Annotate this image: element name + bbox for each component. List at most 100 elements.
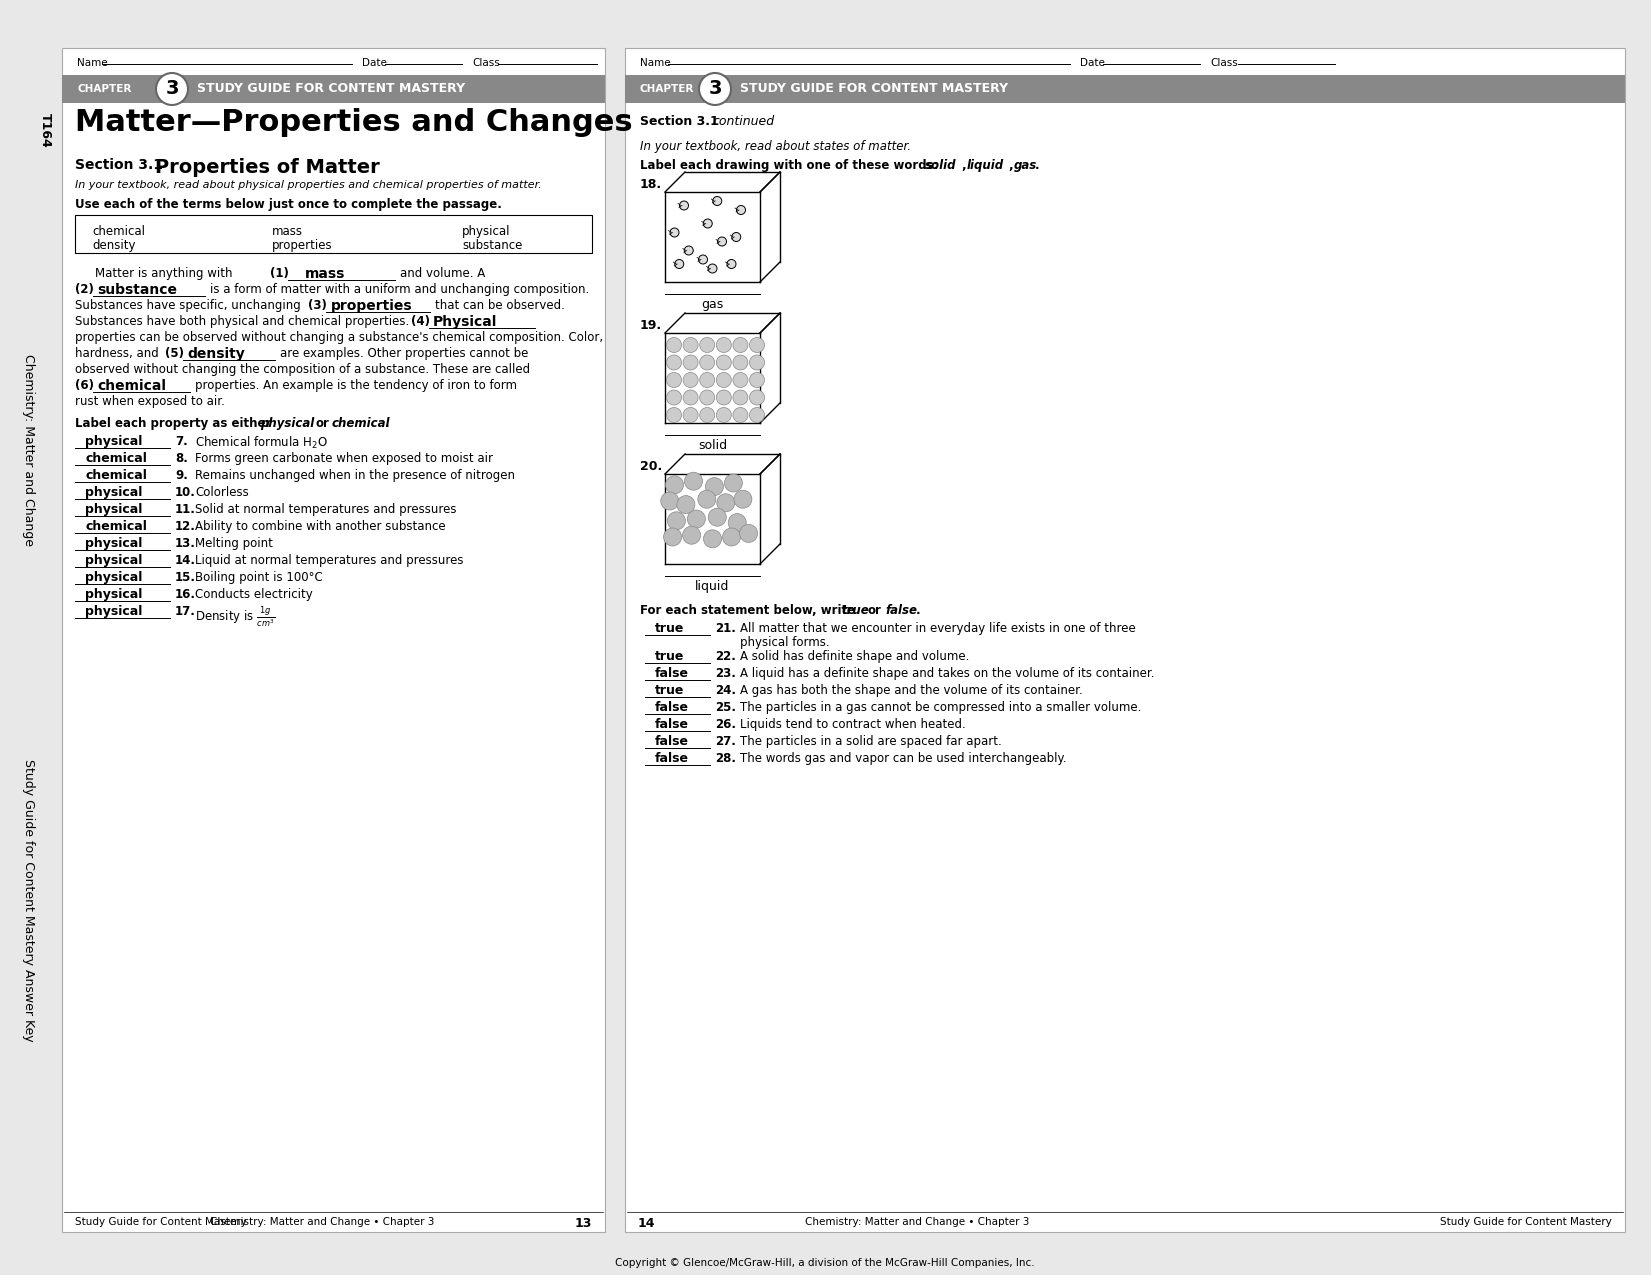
Circle shape <box>740 524 758 542</box>
Circle shape <box>684 372 698 388</box>
Text: 17.: 17. <box>175 606 196 618</box>
Text: solid: solid <box>925 159 956 172</box>
Text: CHAPTER: CHAPTER <box>78 84 132 94</box>
Circle shape <box>750 338 764 352</box>
Text: or: or <box>315 417 329 430</box>
Circle shape <box>684 390 698 405</box>
Circle shape <box>680 201 688 210</box>
Text: gas: gas <box>702 298 723 311</box>
Circle shape <box>703 219 712 228</box>
Circle shape <box>750 390 764 405</box>
Text: (1): (1) <box>271 266 289 280</box>
Bar <box>626 75 1625 103</box>
Text: In your textbook, read about physical properties and chemical properties of matt: In your textbook, read about physical pr… <box>74 180 542 190</box>
Circle shape <box>700 354 715 370</box>
Text: physical: physical <box>259 417 314 430</box>
Circle shape <box>700 372 715 388</box>
Circle shape <box>705 478 723 496</box>
Text: Copyright © Glencoe/McGraw-Hill, a division of the McGraw-Hill Companies, Inc.: Copyright © Glencoe/McGraw-Hill, a divis… <box>616 1258 1035 1269</box>
Text: 25.: 25. <box>715 701 736 714</box>
Text: that can be observed.: that can be observed. <box>434 300 565 312</box>
Text: false: false <box>655 701 688 714</box>
Circle shape <box>726 260 736 269</box>
Text: false: false <box>655 667 688 680</box>
Text: A solid has definite shape and volume.: A solid has definite shape and volume. <box>740 650 969 663</box>
Text: Study Guide for Content Mastery: Study Guide for Content Mastery <box>74 1218 246 1227</box>
Circle shape <box>731 232 741 241</box>
Text: 10.: 10. <box>175 486 196 499</box>
Text: chemical: chemical <box>84 469 147 482</box>
Text: Liquids tend to contract when heated.: Liquids tend to contract when heated. <box>740 718 966 731</box>
Text: T164: T164 <box>38 112 51 148</box>
Text: solid: solid <box>698 439 726 453</box>
Circle shape <box>667 390 682 405</box>
Text: Label each drawing with one of these words:: Label each drawing with one of these wor… <box>641 159 938 172</box>
Text: Date: Date <box>362 57 386 68</box>
Text: (6): (6) <box>74 379 94 391</box>
Text: true: true <box>655 650 685 663</box>
Circle shape <box>733 354 748 370</box>
Text: physical: physical <box>84 435 142 448</box>
Circle shape <box>700 338 715 352</box>
Text: 21.: 21. <box>715 622 736 635</box>
Text: .: . <box>916 604 921 617</box>
Text: Use each of the terms below just once to complete the passage.: Use each of the terms below just once to… <box>74 198 502 210</box>
Text: Properties of Matter: Properties of Matter <box>155 158 380 177</box>
Text: physical: physical <box>84 486 142 499</box>
Text: substance: substance <box>462 238 522 252</box>
Circle shape <box>682 527 700 544</box>
Text: The words gas and vapor can be used interchangeably.: The words gas and vapor can be used inte… <box>740 752 1067 765</box>
Circle shape <box>670 228 679 237</box>
Bar <box>74 215 593 252</box>
Text: Remains unchanged when in the presence of nitrogen: Remains unchanged when in the presence o… <box>195 469 515 482</box>
Text: Substances have both physical and chemical properties.: Substances have both physical and chemic… <box>74 315 409 328</box>
Text: chemical: chemical <box>332 417 391 430</box>
Circle shape <box>728 514 746 532</box>
Text: false: false <box>655 752 688 765</box>
Text: chemical: chemical <box>84 520 147 533</box>
Text: 9.: 9. <box>175 469 188 482</box>
Text: Date: Date <box>1080 57 1105 68</box>
Text: Name: Name <box>641 57 670 68</box>
Circle shape <box>687 510 705 528</box>
Text: STUDY GUIDE FOR CONTENT MASTERY: STUDY GUIDE FOR CONTENT MASTERY <box>740 83 1009 96</box>
Circle shape <box>735 490 751 509</box>
Text: In your textbook, read about states of matter.: In your textbook, read about states of m… <box>641 140 911 153</box>
Circle shape <box>750 354 764 370</box>
Text: (3): (3) <box>309 300 327 312</box>
Circle shape <box>750 408 764 422</box>
Text: properties. An example is the tendency of iron to form: properties. An example is the tendency o… <box>195 379 517 391</box>
Text: 14.: 14. <box>175 555 196 567</box>
Circle shape <box>685 472 702 490</box>
Circle shape <box>684 338 698 352</box>
Text: 18.: 18. <box>641 179 662 191</box>
Text: 26.: 26. <box>715 718 736 731</box>
Circle shape <box>660 492 679 510</box>
Text: (4): (4) <box>411 315 429 328</box>
Text: Class: Class <box>1210 57 1238 68</box>
Text: Section 3.1: Section 3.1 <box>641 115 718 128</box>
Circle shape <box>700 390 715 405</box>
Text: and volume. A: and volume. A <box>400 266 485 280</box>
Circle shape <box>155 73 188 105</box>
Circle shape <box>703 530 721 548</box>
Text: observed without changing the composition of a substance. These are called: observed without changing the compositio… <box>74 363 530 376</box>
Text: 24.: 24. <box>715 683 736 697</box>
Text: chemical: chemical <box>97 379 167 393</box>
Text: .: . <box>1035 159 1040 172</box>
Text: 12.: 12. <box>175 520 196 533</box>
Circle shape <box>717 372 731 388</box>
Text: hardness, and: hardness, and <box>74 347 158 360</box>
Text: properties: properties <box>272 238 332 252</box>
Text: 27.: 27. <box>715 734 736 748</box>
Text: (2): (2) <box>74 283 94 296</box>
Circle shape <box>684 246 693 255</box>
Circle shape <box>713 196 721 205</box>
Text: All matter that we encounter in everyday life exists in one of three: All matter that we encounter in everyday… <box>740 622 1136 635</box>
Circle shape <box>677 496 695 514</box>
Text: Class: Class <box>472 57 500 68</box>
Text: Physical: Physical <box>433 315 497 329</box>
Text: A gas has both the shape and the volume of its container.: A gas has both the shape and the volume … <box>740 683 1083 697</box>
Text: true: true <box>655 683 685 697</box>
Text: Name: Name <box>78 57 107 68</box>
